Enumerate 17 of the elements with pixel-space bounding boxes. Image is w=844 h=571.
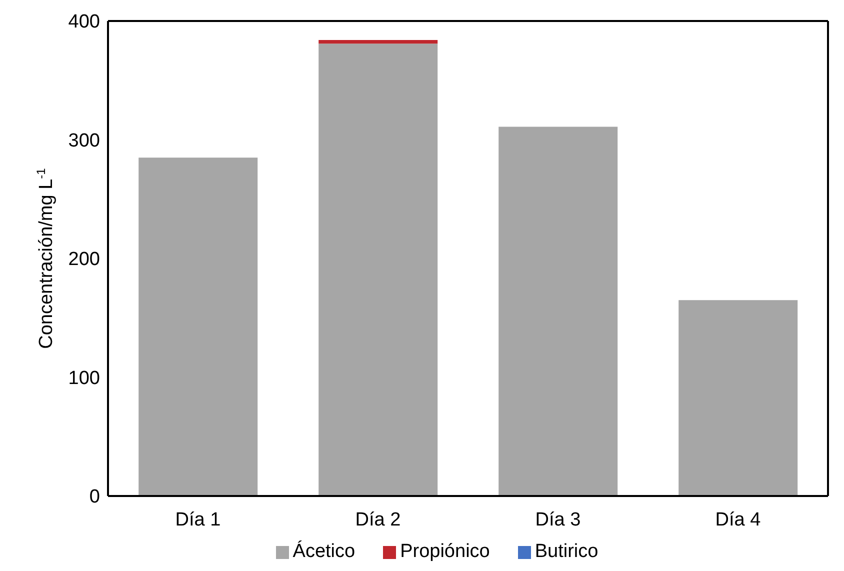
legend-label: Ácetico — [292, 541, 356, 563]
y-tick-label: 400 — [68, 12, 100, 33]
y-tick-label: 0 — [89, 486, 100, 508]
y-tick-label: 300 — [68, 130, 100, 152]
bar — [318, 44, 438, 496]
x-tick-label: Día 3 — [535, 509, 581, 530]
bar — [318, 40, 438, 44]
x-tick-label: Día 1 — [175, 509, 221, 530]
bar — [138, 158, 258, 496]
legend-label: Butirico — [534, 541, 598, 563]
y-tick-label: 200 — [68, 249, 100, 270]
bar — [678, 300, 798, 496]
y-tick-label: 100 — [68, 368, 100, 389]
x-tick-label: Día 4 — [715, 509, 762, 530]
bar — [498, 126, 618, 496]
x-tick-label: Día 2 — [355, 509, 401, 530]
legend-label: Propiónico — [400, 541, 490, 563]
